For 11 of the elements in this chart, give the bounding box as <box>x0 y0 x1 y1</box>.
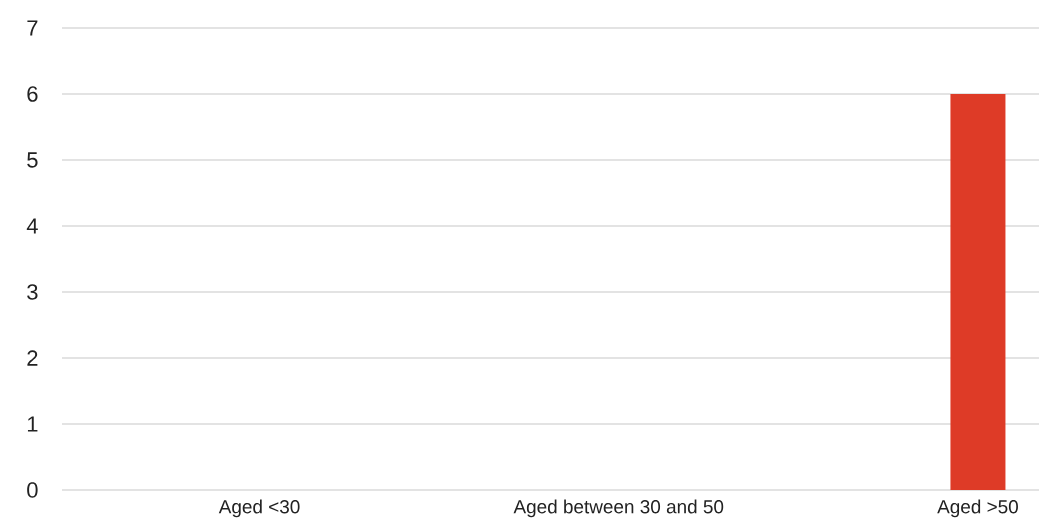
y-tick-label: 0 <box>27 482 38 498</box>
y-tick-label: 1 <box>27 416 38 432</box>
y-tick-label: 7 <box>27 20 38 36</box>
x-tick-label: Aged <30 <box>218 499 300 518</box>
y-tick-label: 4 <box>26 218 38 234</box>
y-tick-label: 3 <box>27 284 38 300</box>
y-tick-label: 6 <box>27 86 38 102</box>
x-tick-label: Aged between 30 and 50 <box>513 499 724 518</box>
x-tick-label: Aged >50 <box>937 499 1018 518</box>
y-tick-label: 2 <box>27 350 38 366</box>
y-tick-label: 5 <box>27 152 38 168</box>
